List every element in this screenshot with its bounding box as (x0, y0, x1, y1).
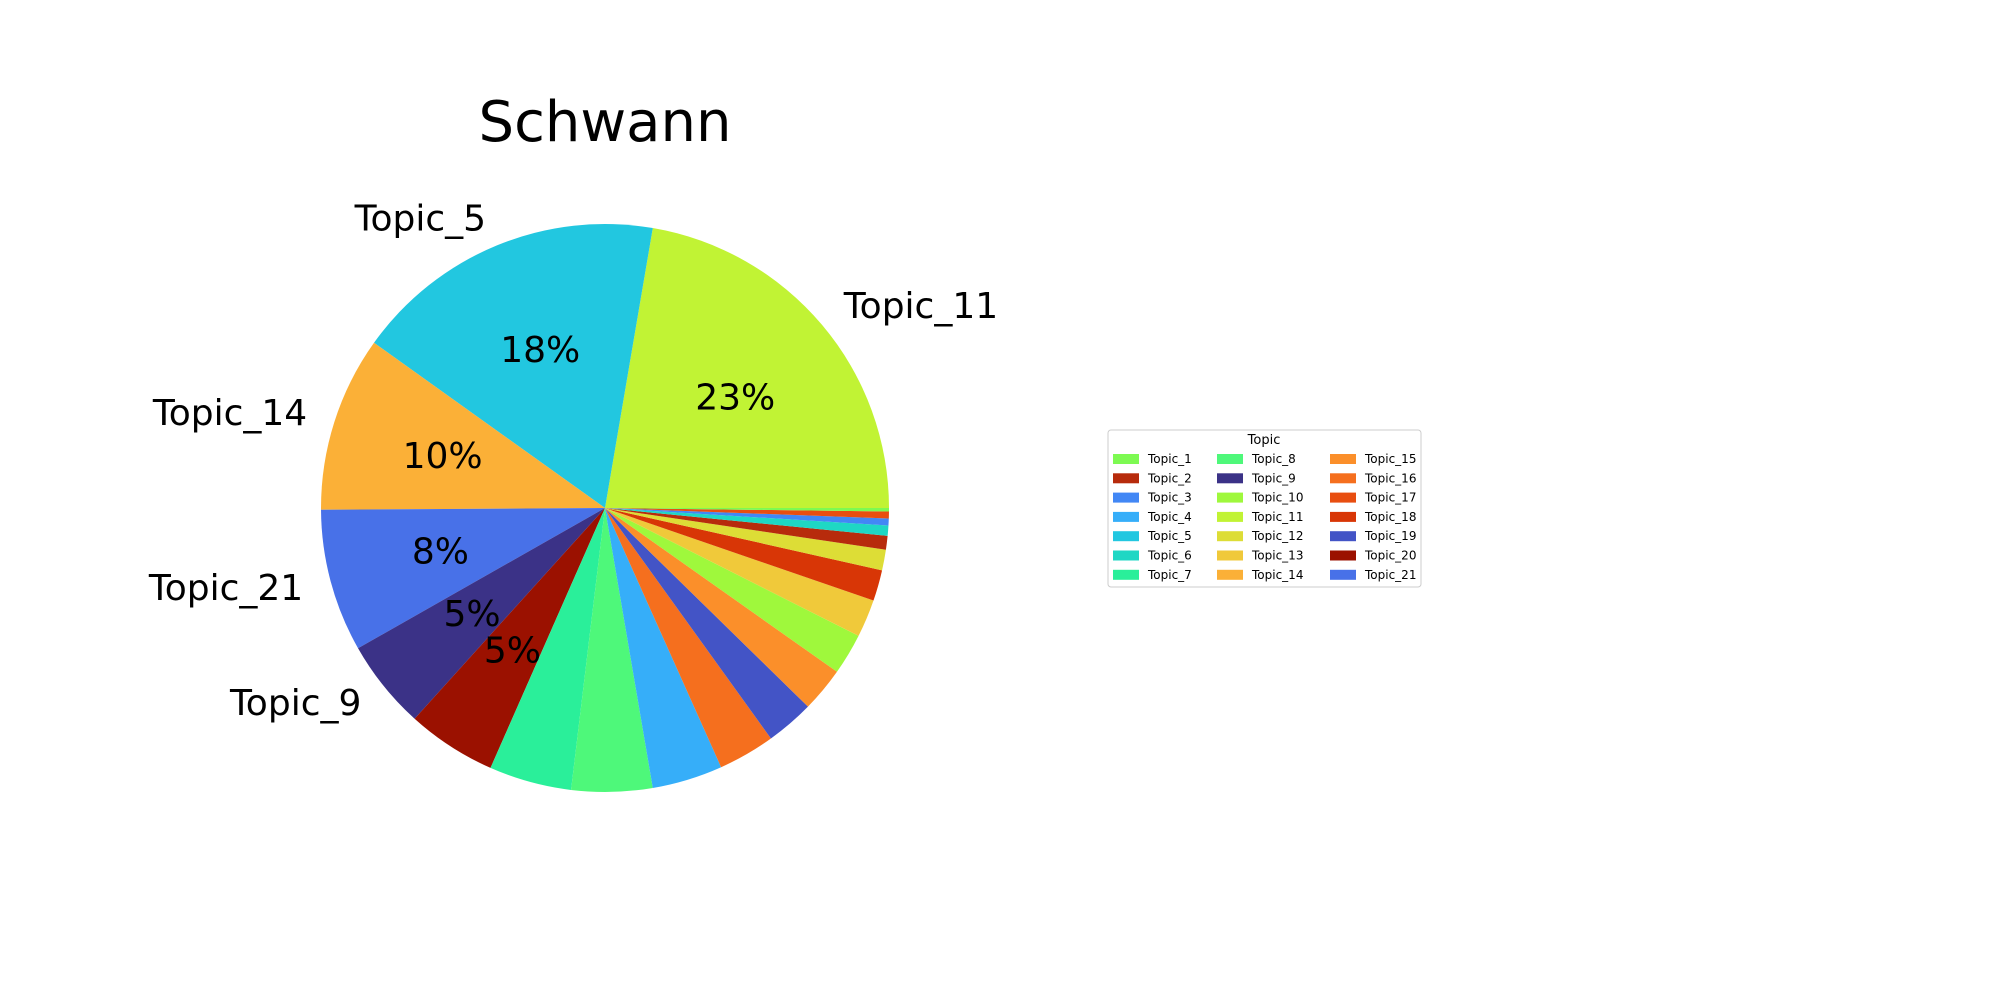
legend-label: Topic_9 (1251, 471, 1296, 485)
pie-slice-topic-21 (321, 508, 605, 649)
pct-label: 18% (500, 330, 580, 371)
legend-swatch (1217, 492, 1243, 503)
legend-swatch (1330, 550, 1356, 561)
legend-swatch (1113, 454, 1139, 464)
pie-slice-topic-6 (605, 508, 889, 536)
pie-slice-topic-11 (605, 228, 889, 509)
legend-label: Topic_12 (1251, 529, 1303, 543)
pie-slice-topic-8 (571, 508, 653, 792)
pct-label: 5% (484, 631, 541, 672)
pie-slice-topic-7 (490, 508, 605, 790)
legend-label: Topic_5 (1147, 529, 1192, 543)
legend-label: Topic_3 (1147, 491, 1192, 505)
pie-slice-topic-20 (414, 508, 605, 768)
legend-swatch (1113, 492, 1139, 503)
legend-label: Topic_1 (1147, 452, 1192, 466)
slice-name-label: Topic_9 (229, 683, 361, 724)
pie-slice-topic-1 (605, 508, 889, 512)
legend-label: Topic_4 (1147, 510, 1192, 524)
legend-swatch (1113, 550, 1139, 561)
pie-slice-topic-2 (605, 508, 888, 550)
legend-label: Topic_20 (1364, 549, 1416, 563)
pie-slice-topic-13 (605, 508, 874, 636)
legend-swatch (1113, 569, 1139, 580)
pie-slice-topic-14 (321, 342, 605, 510)
slice-name-label: Topic_21 (148, 568, 303, 609)
legend-swatch (1217, 531, 1243, 542)
legend-label: Topic_8 (1251, 452, 1296, 466)
legend-swatch (1217, 473, 1243, 484)
chart-title: Schwann (479, 90, 732, 155)
legend-frame (1107, 429, 1422, 588)
pie-slice-topic-16 (605, 508, 771, 768)
slice-name-label: Topic_14 (152, 393, 307, 434)
legend-label: Topic_6 (1147, 549, 1192, 563)
legend-swatch (1217, 511, 1243, 522)
legend-label: Topic_10 (1251, 491, 1303, 505)
legend-swatch (1330, 569, 1356, 580)
legend-label: Topic_16 (1364, 471, 1416, 485)
legend-label: Topic_13 (1251, 549, 1303, 563)
legend-swatch (1330, 492, 1356, 503)
pie-labels: 23% Topic_11 18% Topic_5 10% Topic_14 8% Topic_… (148, 199, 998, 724)
pie-slice-topic-3 (605, 508, 889, 526)
legend-swatch (1217, 454, 1243, 464)
legend-swatch (1330, 473, 1356, 484)
pie-slice-topic-4 (605, 508, 722, 788)
legend-title: Topic (1247, 433, 1281, 448)
pie-slice-topic-19 (605, 508, 808, 739)
legend-label: Topic_18 (1364, 510, 1416, 524)
legend-label: Topic_17 (1364, 491, 1416, 505)
legend-items: Topic_1 Topic_2 Topic_3 Topic_4 Topic_5 Topic… (1113, 452, 1416, 582)
pie-slice-topic-5 (374, 223, 653, 508)
legend-label: Topic_11 (1251, 510, 1303, 524)
pie-slice-topic-9 (358, 508, 605, 719)
legend-swatch (1217, 550, 1243, 561)
pie-slices (321, 223, 889, 792)
pct-label: 23% (695, 378, 775, 419)
legend-swatch (1113, 531, 1139, 542)
pie-slice-topic-18 (605, 508, 883, 601)
legend-swatch (1113, 473, 1139, 484)
legend-label: Topic_21 (1364, 568, 1416, 582)
legend-swatch (1330, 531, 1356, 542)
slice-name-label: Topic_11 (843, 286, 998, 327)
pie-slice-topic-10 (605, 508, 859, 672)
pct-label: 5% (444, 594, 501, 635)
pct-label: 8% (412, 532, 469, 573)
pie-slice-topic-15 (605, 508, 837, 707)
legend-label: Topic_19 (1364, 529, 1416, 543)
legend-swatch (1330, 454, 1356, 464)
legend-label: Topic_15 (1364, 452, 1416, 466)
legend-swatch (1113, 511, 1139, 522)
legend-label: Topic_14 (1251, 568, 1303, 582)
legend-swatch (1330, 511, 1356, 522)
pie-slice-topic-12 (605, 508, 886, 571)
slice-name-label: Topic_5 (354, 199, 486, 240)
legend-label: Topic_7 (1147, 568, 1192, 582)
legend-label: Topic_2 (1147, 471, 1192, 485)
legend: Topic Topic_1Topic_2Topic_3Topic_4Topic_… (1107, 429, 1422, 588)
legend-swatch (1217, 569, 1243, 580)
pct-label: 10% (403, 436, 483, 477)
